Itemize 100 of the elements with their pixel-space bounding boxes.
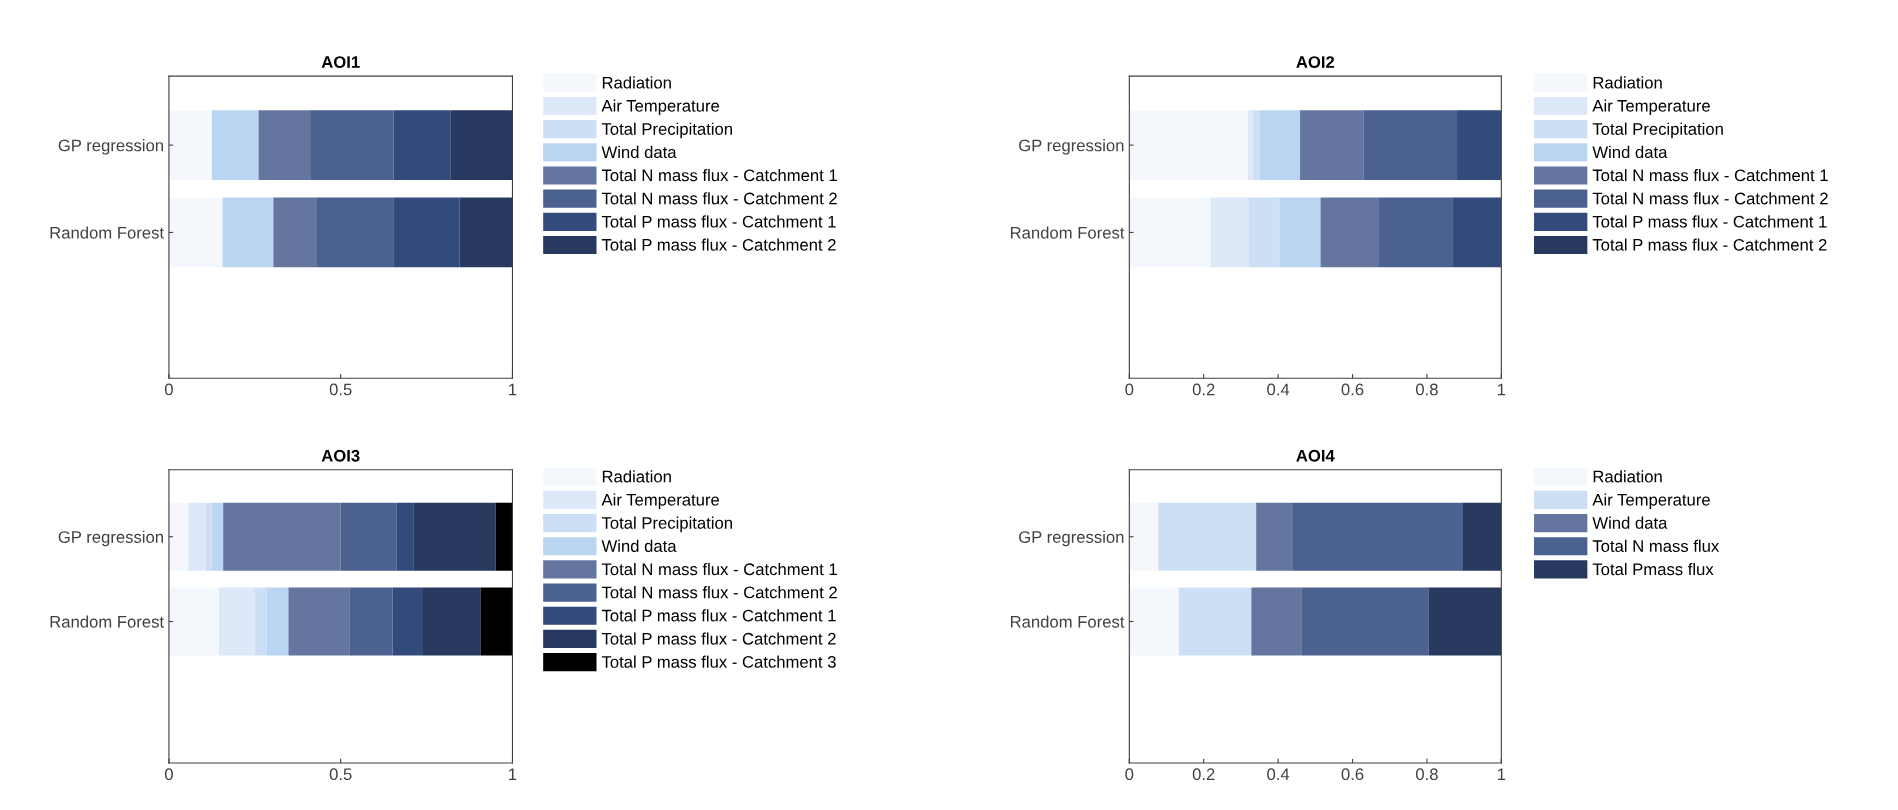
x-tick-label: 0 xyxy=(1125,383,1134,396)
bar xyxy=(188,502,207,571)
legend-label: Wind data xyxy=(601,145,677,159)
bar xyxy=(1320,197,1379,268)
x-tick-label: 0.5 xyxy=(329,383,352,396)
legend-label: Total P mass flux - Catchment 3 xyxy=(601,655,836,668)
bar xyxy=(392,587,423,656)
legend-label: Total P mass flux - Catchment 2 xyxy=(1592,238,1827,251)
legend-label: Total P mass flux - Catchment 2 xyxy=(601,238,836,251)
legend-label: Total N mass flux - Catchment 2 xyxy=(1592,192,1828,205)
y-tick-label: GP regression xyxy=(1019,530,1124,547)
bar xyxy=(1363,110,1458,181)
legend-label: Wind data xyxy=(601,539,677,552)
x-tick-label: 0 xyxy=(164,383,173,396)
bar xyxy=(1300,110,1364,181)
bar xyxy=(1292,502,1463,571)
bar xyxy=(168,587,220,656)
legend-label: Total Precipitation xyxy=(1592,122,1723,139)
x-tick-label: 0.8 xyxy=(1415,383,1438,396)
legend-label: Total Precipitation xyxy=(601,122,732,139)
x-tick-label: 1 xyxy=(1497,383,1506,396)
bar xyxy=(1129,502,1159,571)
bar xyxy=(1248,197,1280,268)
legend-label: Total N mass flux - Catchment 1 xyxy=(601,562,837,576)
bar xyxy=(450,110,513,181)
legend-label: Air Temperature xyxy=(601,493,720,509)
x-tick-label: 0 xyxy=(1125,768,1134,781)
bar xyxy=(288,587,350,656)
bar xyxy=(168,197,223,268)
bar xyxy=(1129,197,1211,268)
bar xyxy=(211,110,259,181)
bar xyxy=(1210,197,1249,268)
bar xyxy=(1259,110,1301,181)
bar xyxy=(266,587,289,656)
bar xyxy=(1452,197,1502,268)
legend-label: Air Temperature xyxy=(1592,493,1710,509)
y-tick-label: Random Forest xyxy=(50,226,164,239)
text: Radiation xyxy=(1593,470,1662,483)
bar xyxy=(1129,587,1179,656)
legend-label: Radiation xyxy=(1593,76,1662,89)
y-tick-label: Random Forest xyxy=(1010,226,1125,239)
x-tick-label: 0.6 xyxy=(1341,768,1364,781)
legend-label: Radiation xyxy=(602,76,671,89)
legend-label: Total P mass flux - Catchment 2 xyxy=(601,632,836,645)
x-tick-label: 0.2 xyxy=(1192,383,1215,396)
bar xyxy=(495,502,513,571)
bar xyxy=(1462,502,1502,571)
legend-label: Total P mass flux - Catchment 1 xyxy=(1592,215,1827,228)
bar xyxy=(273,197,317,268)
x-tick-label: 1 xyxy=(1497,768,1506,780)
legend-label: Total P mass flux - Catchment 1 xyxy=(601,609,836,622)
legend-label: Total Precipitation xyxy=(601,516,732,533)
bar xyxy=(222,197,274,268)
bar xyxy=(168,110,212,181)
bar xyxy=(480,587,513,656)
bar xyxy=(258,110,311,181)
bar xyxy=(1301,587,1429,656)
bar xyxy=(1457,110,1502,181)
y-tick-label: GP regression xyxy=(58,139,163,155)
x-tick-label: 0.4 xyxy=(1267,768,1290,781)
bar xyxy=(459,197,513,268)
x-tick-label: 0.4 xyxy=(1267,383,1290,396)
legend-label: Wind data xyxy=(1592,145,1668,159)
y-tick-label: GP regression xyxy=(1019,139,1124,155)
bar xyxy=(219,587,255,656)
bar xyxy=(1129,110,1248,181)
chart-title: AOI1 xyxy=(321,56,360,68)
bar xyxy=(340,502,397,571)
bar xyxy=(212,502,224,571)
bar xyxy=(396,502,414,571)
bar xyxy=(206,502,213,571)
bar xyxy=(1378,197,1453,268)
bar xyxy=(1158,502,1257,571)
x-tick-label: 1 xyxy=(509,768,517,780)
legend-label: Total N mass flux - Catchment 2 xyxy=(601,586,837,599)
bar xyxy=(1279,197,1321,268)
y-tick-label: GP regression xyxy=(58,530,163,547)
legend-label: Wind data xyxy=(1592,516,1668,529)
bar xyxy=(254,587,267,656)
legend-label: Total Pmass flux xyxy=(1592,562,1714,576)
legend-label: Total N mass flux xyxy=(1592,539,1720,552)
x-tick-label: 0.5 xyxy=(329,768,352,781)
bar xyxy=(310,110,394,181)
text: Radiation xyxy=(602,470,671,483)
bar xyxy=(422,587,481,656)
bar xyxy=(223,502,341,571)
legend-label: Total N mass flux - Catchment 1 xyxy=(1592,169,1828,182)
legend-label: Air Temperature xyxy=(1592,99,1710,116)
bar xyxy=(316,197,394,268)
chart-title: AOI4 xyxy=(1296,449,1335,462)
bar xyxy=(1256,502,1293,571)
bar xyxy=(1178,587,1252,656)
bar xyxy=(393,197,460,268)
x-tick-label: 1 xyxy=(509,383,517,396)
bar xyxy=(349,587,393,656)
legend-label: Total N mass flux - Catchment 2 xyxy=(601,192,837,205)
chart-title: AOI2 xyxy=(1296,56,1335,68)
bar xyxy=(1253,110,1260,181)
bar xyxy=(1428,587,1502,656)
bar xyxy=(168,502,189,571)
